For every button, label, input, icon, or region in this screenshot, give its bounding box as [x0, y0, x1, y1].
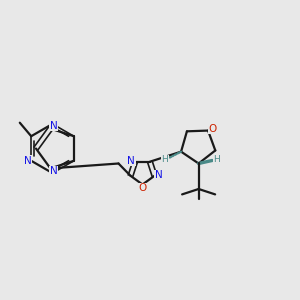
- Text: O: O: [138, 183, 147, 194]
- Text: H: H: [161, 155, 168, 164]
- Text: N: N: [24, 156, 32, 166]
- Text: N: N: [50, 121, 57, 131]
- Text: N: N: [50, 167, 57, 176]
- Text: N: N: [155, 170, 163, 181]
- Text: N: N: [127, 156, 135, 166]
- Text: H: H: [213, 155, 220, 164]
- Text: O: O: [209, 124, 217, 134]
